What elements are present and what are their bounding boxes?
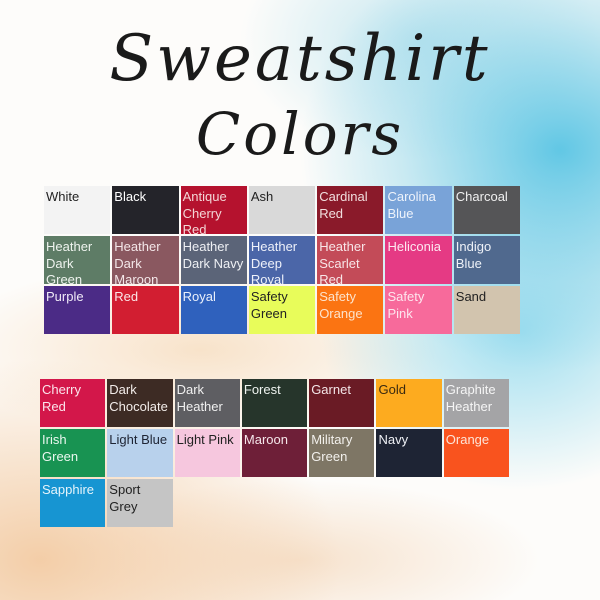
color-swatch: Heather Scarlet Red — [317, 236, 384, 284]
color-swatch: Cherry Red — [40, 379, 106, 427]
color-swatch: Forest — [241, 379, 308, 427]
color-swatch: Charcoal — [453, 186, 521, 234]
color-swatch: Carolina Blue — [385, 186, 452, 234]
color-swatch: Light Pink — [174, 429, 240, 477]
color-swatch: Safety Orange — [317, 286, 384, 334]
color-swatch: Heather Dark Navy — [180, 236, 247, 284]
color-swatch: Purple — [44, 286, 111, 334]
color-swatch: Navy — [376, 429, 442, 477]
title-line-2: Colors — [195, 100, 405, 168]
color-swatch: Sport Grey — [107, 479, 173, 527]
color-swatch: Light Blue — [107, 429, 173, 477]
color-swatch: Cardinal Red — [317, 186, 384, 234]
color-swatch: Heather Deep Royal — [248, 236, 316, 284]
color-swatch: Heliconia — [385, 236, 452, 284]
color-swatch: Royal — [180, 286, 247, 334]
color-swatch: Graphite Heather — [443, 379, 510, 427]
color-swatch: Ash — [248, 186, 316, 234]
color-swatch: Sand — [453, 286, 521, 334]
color-swatch: Dark Chocolate — [107, 379, 173, 427]
color-grid-1: White Black Antique Cherry Red Ash Cardinal … — [44, 186, 521, 334]
color-swatch: Maroon — [241, 429, 308, 477]
color-swatch: Black — [112, 186, 179, 234]
color-swatch: Safety Green — [248, 286, 316, 334]
color-swatch: Red — [112, 286, 179, 334]
color-swatch: Heather Dark Maroon — [112, 236, 179, 284]
color-swatch: Military Green — [309, 429, 375, 477]
color-swatch: Sapphire — [40, 479, 106, 527]
color-swatch: Gold — [376, 379, 442, 427]
color-swatch: Heather Dark Green — [44, 236, 111, 284]
color-swatch: White — [44, 186, 111, 234]
color-swatch: Indigo Blue — [453, 236, 521, 284]
color-swatch: Orange — [443, 429, 510, 477]
color-grid-2: Cherry Red Dark Chocolate Dark Heather Fore… — [40, 379, 510, 527]
color-swatch: Dark Heather — [174, 379, 240, 427]
title-line-1: Sweatshirt — [109, 22, 491, 96]
color-swatch: Safety Pink — [385, 286, 452, 334]
color-swatch: Irish Green — [40, 429, 106, 477]
color-swatch: Garnet — [309, 379, 375, 427]
color-swatch: Antique Cherry Red — [180, 186, 247, 234]
